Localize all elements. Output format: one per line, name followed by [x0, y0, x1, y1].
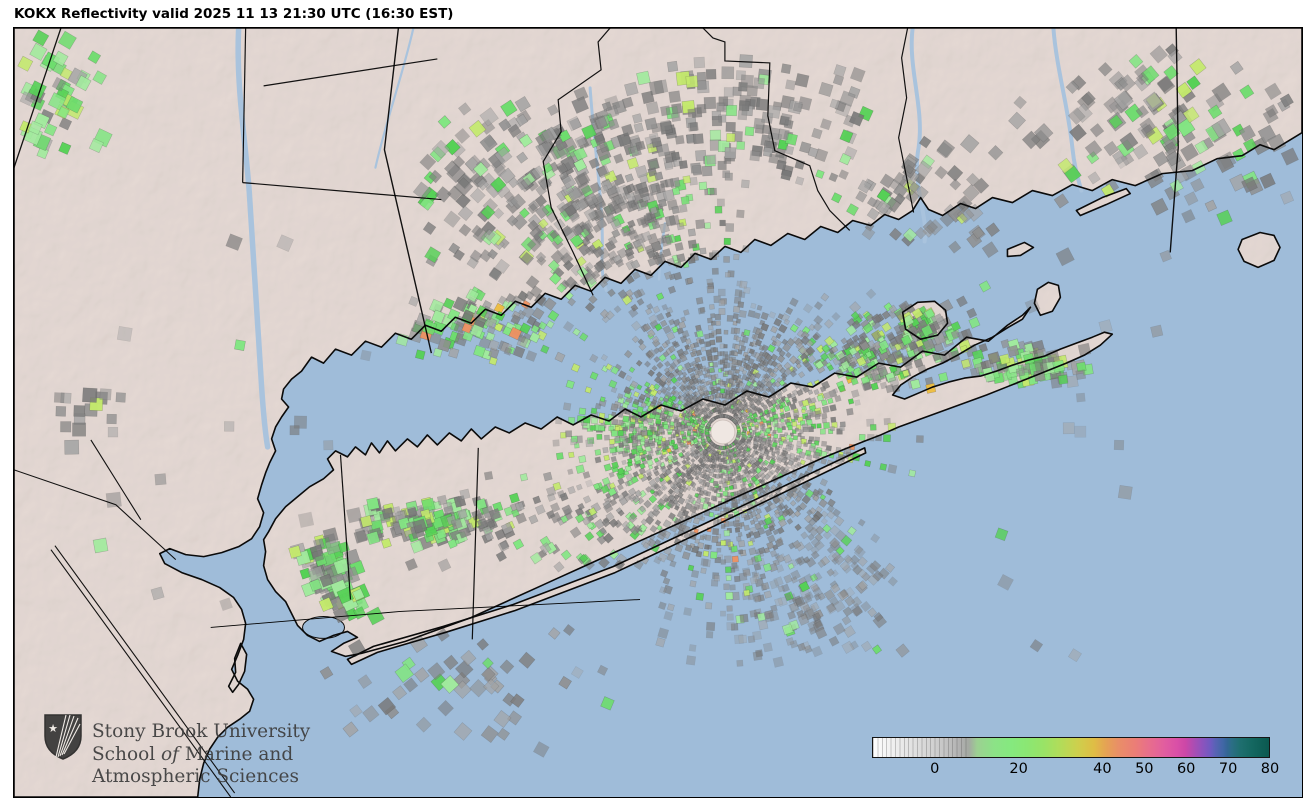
logo-line2-post: Marine and: [179, 743, 294, 765]
stony-brook-shield-icon: ★: [44, 714, 82, 760]
radar-echo-layer: [17, 29, 1299, 758]
colorbar-tick-label: 50: [1135, 761, 1154, 777]
logo-line2-italic: of: [161, 743, 180, 765]
colorbar-gray-steps: [873, 738, 969, 757]
colorbar-tick-label: 0: [930, 761, 940, 777]
map-canvas: [14, 28, 1302, 797]
figure-title: KOKX Reflectivity valid 2025 11 13 21:30…: [14, 6, 454, 22]
colorbar-gradient: [872, 737, 1270, 758]
logo-line2-pre: School: [92, 743, 162, 765]
radar-map: 0 20 40 50 60 70 80 ★ Stony Brook University Sc…: [13, 27, 1303, 798]
logo-line1: Stony Brook University: [92, 721, 311, 742]
logo-line3: Atmospheric Sciences: [92, 766, 299, 787]
colorbar-tick-label: 20: [1009, 761, 1028, 777]
colorbar-tick-label: 70: [1218, 761, 1238, 777]
colorbar-tick-labels: 0 20 40 50 60 70 80: [872, 737, 1279, 789]
logo-text: Stony Brook University School of Marine a…: [92, 721, 310, 789]
shield-star-icon: ★: [48, 722, 58, 735]
stony-brook-logo: ★ Stony Brook University School of Marine…: [44, 714, 310, 789]
colorbar: 0 20 40 50 60 70 80: [872, 737, 1279, 789]
colorbar-tick-label: 40: [1093, 761, 1112, 777]
colorbar-tick-label: 60: [1176, 761, 1196, 777]
colorbar-tick-label: 80: [1260, 761, 1280, 777]
